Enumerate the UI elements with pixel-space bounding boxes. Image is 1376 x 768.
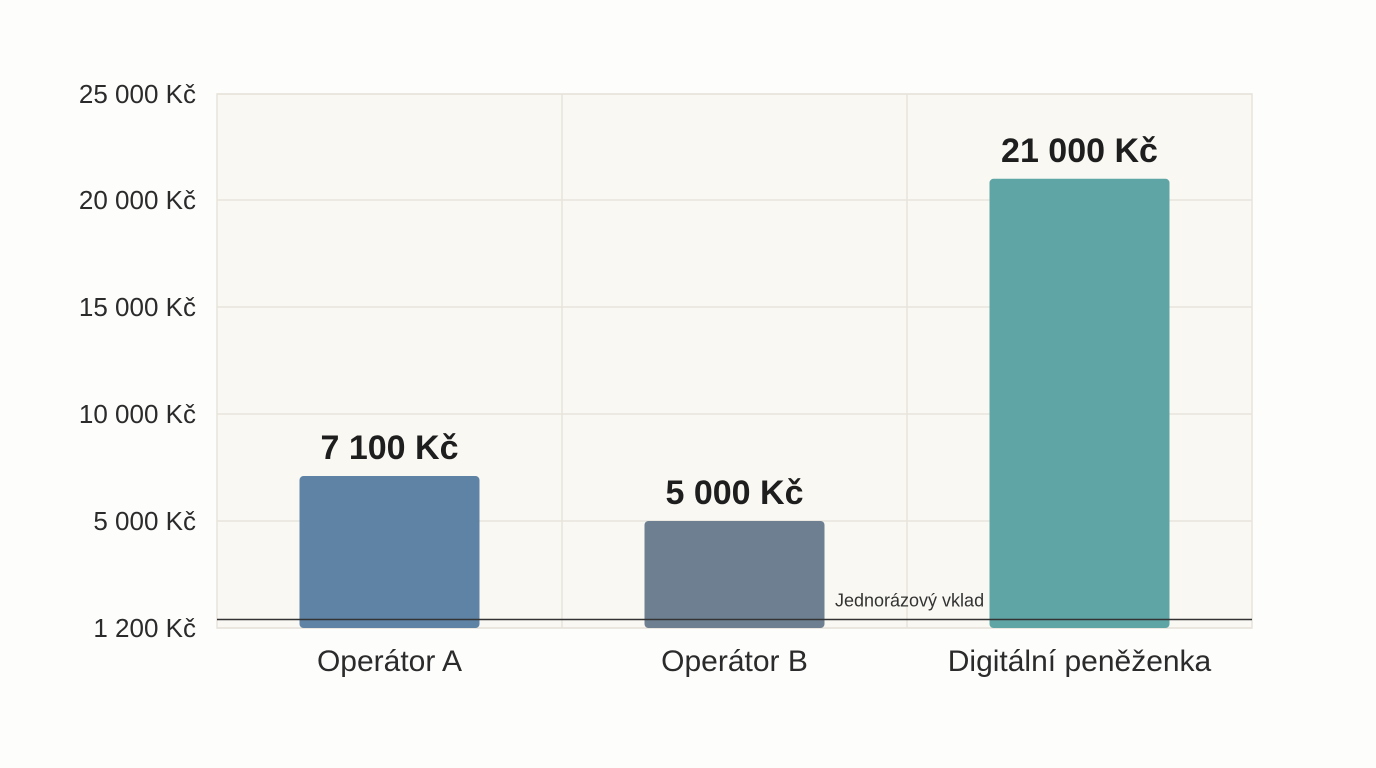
y-tick-label: 10 000 Kč (79, 399, 196, 429)
y-tick-label: 15 000 Kč (79, 292, 196, 322)
y-tick-label: 1 200 Kč (93, 613, 196, 643)
y-tick-label: 20 000 Kč (79, 185, 196, 215)
bar (299, 476, 480, 628)
x-category-label: Digitální peněženka (948, 645, 1212, 678)
x-category-label: Operátor A (317, 645, 462, 678)
x-category-label: Operátor B (661, 645, 808, 678)
bar (644, 521, 825, 628)
bar-value-label: 5 000 Kč (666, 474, 804, 512)
y-tick-label: 25 000 Kč (79, 79, 196, 109)
y-tick-label: 5 000 Kč (93, 506, 196, 536)
bar-value-label: 7 100 Kč (321, 429, 459, 467)
bar-value-label: 21 000 Kč (1001, 132, 1158, 170)
bar (989, 178, 1170, 629)
reference-line-label: Jednorázový vklad (835, 591, 984, 611)
